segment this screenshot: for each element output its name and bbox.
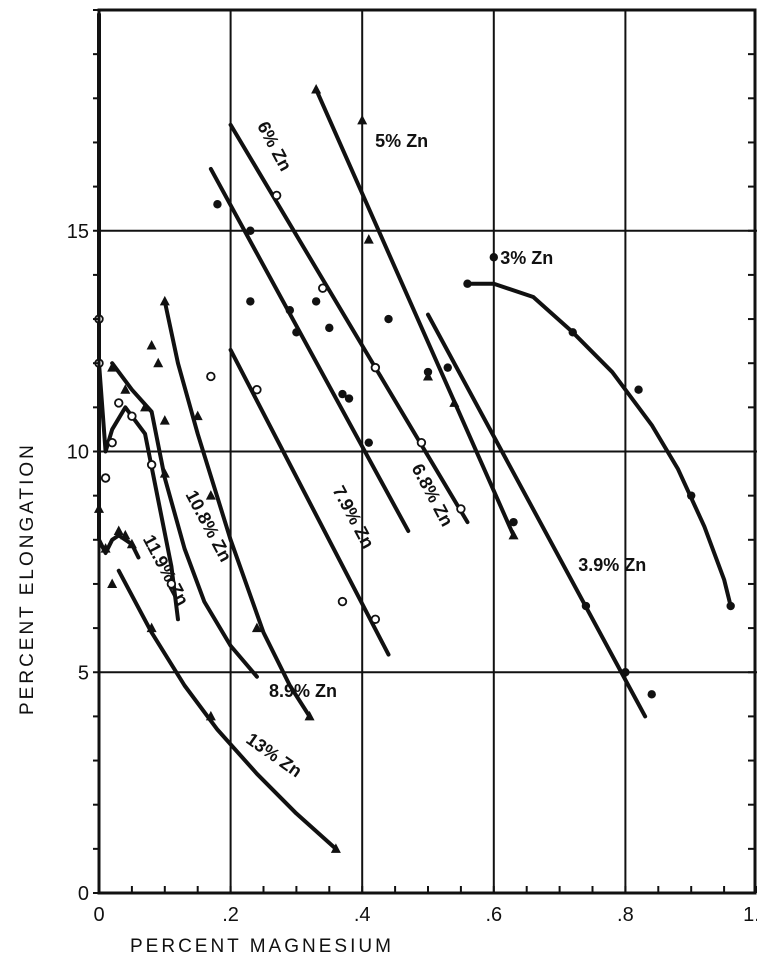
point-13pct-zn	[113, 525, 124, 535]
point-7-9pct-zn	[370, 614, 381, 624]
label-7-9pct-zn: 7.9% Zn	[329, 482, 379, 551]
point-6pct-zn	[456, 504, 466, 514]
point-8-9pct-zn	[205, 490, 216, 500]
point-6pct-zn	[416, 437, 427, 448]
point-3-9pct-zn	[463, 279, 472, 288]
point-6pct-zn	[370, 362, 381, 373]
point-5pct-zn	[449, 397, 460, 407]
curve-3pct-zn	[465, 281, 733, 609]
label-5pct-zn: 5% Zn	[375, 131, 428, 151]
y-tick-label: 15	[67, 221, 89, 243]
point-10-8pct-zn	[140, 401, 151, 412]
point-13pct-zn	[146, 622, 157, 633]
point-11-9pct-zn	[166, 579, 177, 589]
point-6-8pct-zn	[344, 394, 354, 403]
point-10-8pct-zn	[159, 415, 170, 425]
label-3-9pct-zn: 3.9% Zn	[578, 555, 646, 575]
point-8-9pct-zn	[304, 710, 315, 721]
point-6-8pct-zn	[292, 328, 301, 337]
point-13pct-zn	[100, 543, 111, 553]
point-3pct-zn	[568, 328, 577, 337]
curve-11-9pct-zn	[97, 361, 180, 622]
curve-13pct-zn	[116, 568, 338, 851]
y-tick-label: 5	[78, 662, 89, 684]
point-10-8pct-zn	[107, 362, 118, 372]
x-tick-label: 0	[93, 904, 104, 926]
y-tick-label: 10	[67, 442, 89, 464]
point-5pct-zn	[508, 529, 519, 540]
point-7-9pct-zn	[337, 596, 348, 607]
point-3-9pct-zn	[621, 668, 630, 677]
label-6pct-zn: 6% Zn	[253, 118, 296, 174]
point-13pct-zn	[205, 710, 216, 721]
point-10-8pct-zn	[120, 384, 131, 394]
point-6-8pct-zn	[338, 389, 347, 399]
point-8-9pct-zn	[251, 622, 262, 633]
point-6-8pct-zn	[246, 226, 255, 235]
point-3pct-zn	[687, 491, 696, 500]
point-5pct-zn	[357, 114, 368, 125]
point-6-8pct-zn	[325, 323, 334, 333]
point-3pct-zn	[489, 253, 498, 262]
point-5pct-zn	[363, 234, 374, 244]
curve-6pct-zn	[228, 122, 470, 525]
point-6-8pct-zn	[423, 367, 433, 377]
point-11-9pct-zn	[100, 473, 111, 483]
point-13pct-zn	[120, 529, 131, 540]
y-axis-title: PERCENT ELONGATION	[17, 442, 38, 715]
curve-6-8pct-zn	[208, 166, 411, 533]
point-6-8pct-zn	[443, 363, 452, 372]
series-curves	[97, 12, 733, 851]
curve-10-8pct-zn	[110, 361, 259, 679]
point-6-8pct-zn	[364, 438, 373, 447]
point-8-9pct-zn	[192, 410, 203, 421]
curve-8-9pct-zn	[162, 299, 312, 719]
point-13pct-zn	[107, 578, 118, 588]
point-6-8pct-zn	[509, 517, 518, 527]
point-8-9pct-zn	[159, 295, 170, 306]
label-8-9pct-zn: 8.9% Zn	[269, 681, 337, 701]
point-11-9pct-zn	[146, 460, 157, 470]
point-3-9pct-zn	[647, 690, 656, 699]
curve-7-9pct-zn	[228, 347, 391, 657]
point-13pct-zn	[126, 538, 137, 549]
point-11-9pct-zn	[127, 411, 137, 421]
curve-5pct-zn	[314, 87, 516, 538]
y-tick-label: 0	[78, 883, 89, 905]
series-labels: 3% Zn3.9% Zn5% Zn6% Zn6.8% Zn7.9% Zn8.9%…	[139, 118, 646, 781]
point-6-8pct-zn	[311, 297, 321, 306]
point-11-9pct-zn	[114, 398, 124, 408]
point-6pct-zn	[318, 283, 328, 293]
point-10-8pct-zn	[153, 357, 164, 368]
x-tick-label: .6	[485, 904, 502, 926]
axis-ticks: 0 .2 .4 .6 .8 1.0 0 5 10 15	[67, 9, 757, 926]
point-13pct-zn	[330, 843, 341, 853]
x-tick-label: .8	[617, 904, 634, 926]
curve-3-9pct-zn	[426, 312, 648, 719]
x-tick-label: .4	[354, 904, 371, 926]
point-3pct-zn	[634, 385, 643, 394]
series-markers	[94, 83, 735, 853]
point-5pct-zn	[311, 83, 322, 94]
point-6pct-zn	[271, 190, 282, 201]
point-11-9pct-zn	[107, 437, 117, 448]
point-6-8pct-zn	[285, 306, 295, 315]
point-10-8pct-zn	[159, 468, 170, 478]
x-tick-label: .2	[222, 904, 239, 926]
point-7-9pct-zn	[206, 371, 216, 382]
point-6-8pct-zn	[213, 200, 222, 209]
point-3-9pct-zn	[581, 601, 591, 611]
point-6-8pct-zn	[246, 297, 255, 306]
point-7-9pct-zn	[252, 384, 262, 395]
label-3pct-zn: 3% Zn	[500, 248, 553, 268]
point-3pct-zn	[726, 601, 735, 611]
x-tick-label: 1.0	[743, 904, 757, 926]
label-13pct-zn: 13% Zn	[243, 729, 306, 782]
point-10-8pct-zn	[146, 340, 157, 350]
point-6-8pct-zn	[384, 314, 393, 324]
x-axis-title: PERCENT MAGNESIUM	[130, 936, 394, 957]
